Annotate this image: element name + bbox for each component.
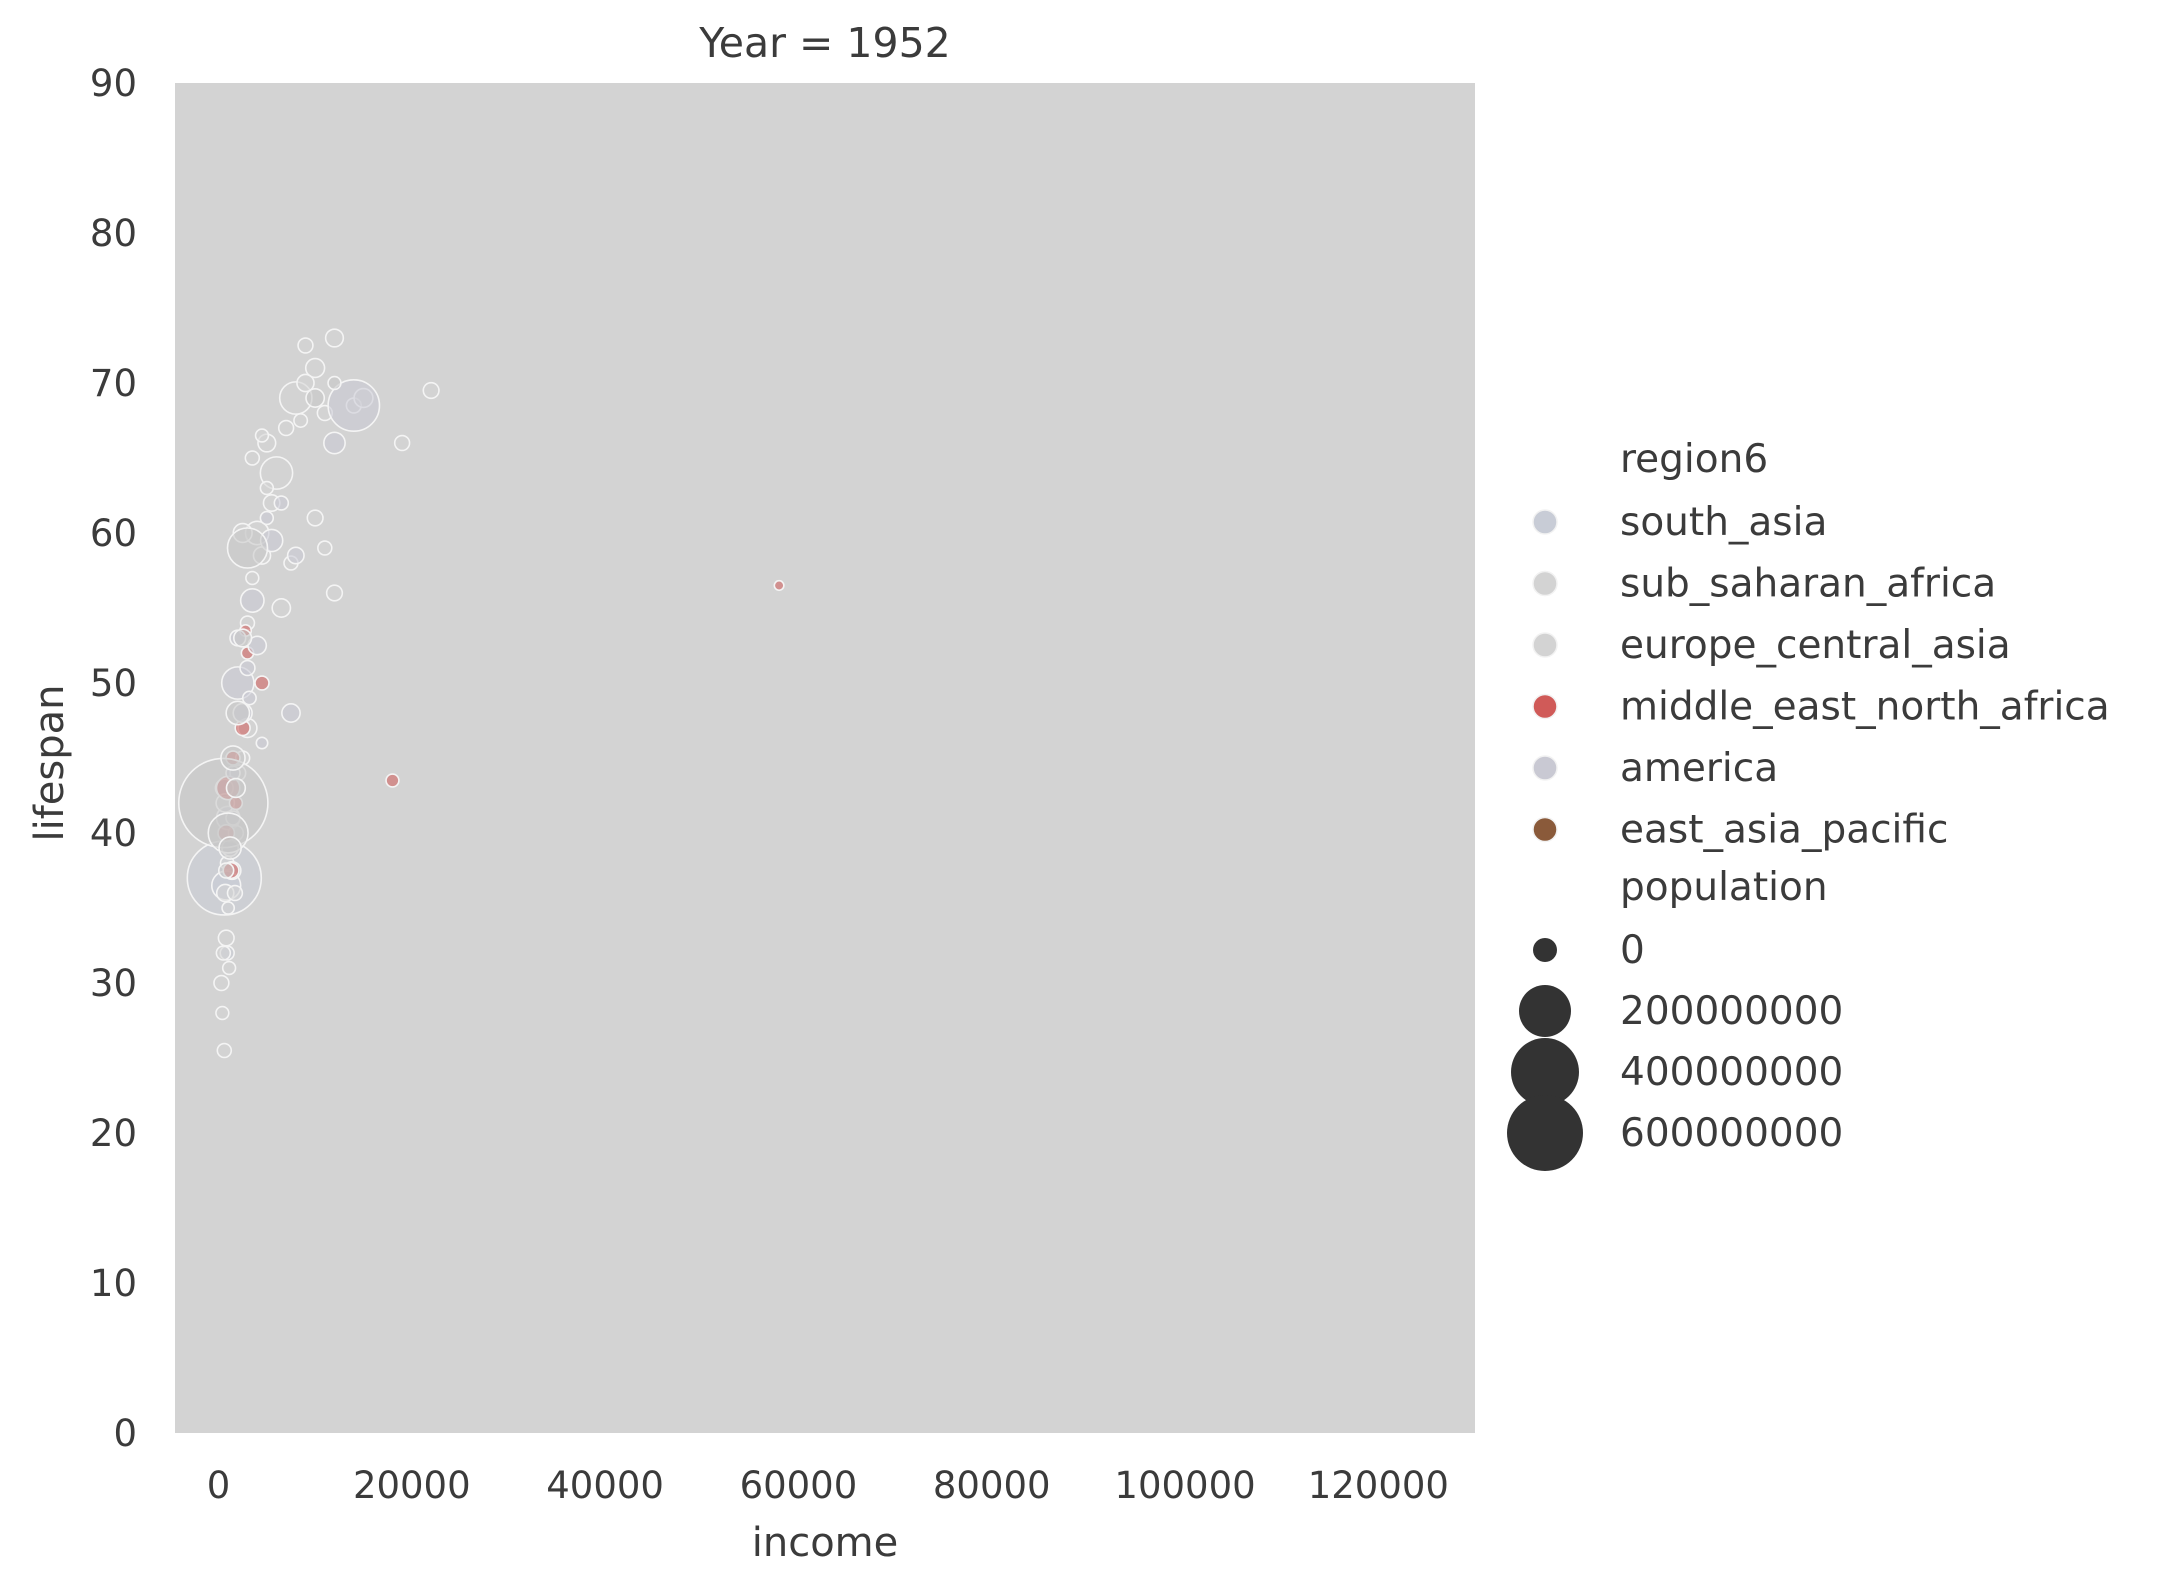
series-east-asia-pacific: [177, 375, 342, 879]
y-tick-label: 80: [90, 212, 137, 255]
data-point: [215, 945, 232, 961]
y-tick-label: 20: [90, 1112, 137, 1155]
color-legend-entries: south_asia sub_saharan_africa europe_centr…: [1532, 500, 2110, 853]
legend-color-label: america: [1620, 746, 1778, 791]
data-point: [297, 337, 314, 354]
x-tick-label: 100000: [1114, 1464, 1255, 1507]
data-point: [213, 974, 230, 992]
data-point: [226, 884, 244, 902]
x-tick-label: 0: [207, 1464, 231, 1507]
data-point: [259, 510, 275, 526]
data-point: [239, 659, 256, 677]
data-point: [215, 1005, 230, 1021]
legend-size-label: 200000000: [1620, 989, 1843, 1034]
y-tick-label: 70: [90, 362, 137, 405]
data-point: [221, 960, 237, 976]
legend-color-marker: [1532, 570, 1558, 597]
data-point: [244, 450, 261, 466]
x-tick-label: 80000: [933, 1464, 1051, 1507]
legend-color-marker: [1532, 755, 1558, 781]
y-axis-ticks: 0 10 20 30 40 50 60 70 80 90: [90, 62, 137, 1455]
data-point: [218, 836, 242, 860]
data-point: [277, 419, 295, 437]
data-point: [327, 379, 381, 432]
data-point: [273, 495, 290, 511]
series-america: [220, 379, 381, 781]
legend-color-marker: [1532, 632, 1558, 658]
data-point: [323, 431, 346, 455]
data-point: [254, 428, 270, 443]
data-point: [286, 546, 305, 565]
data-point: [226, 527, 269, 569]
data-point: [773, 579, 785, 592]
y-tick-label: 60: [90, 512, 137, 555]
data-point: [255, 736, 269, 750]
x-axis-ticks: 0 20000 40000 60000 80000 100000 120000: [207, 1464, 1449, 1507]
y-tick-label: 90: [90, 62, 137, 105]
legend-size-label: 0: [1620, 928, 1645, 973]
data-point: [306, 509, 324, 527]
data-point: [217, 862, 235, 879]
data-point: [324, 328, 345, 348]
data-point: [393, 434, 411, 452]
data-points: [177, 328, 785, 1059]
plot-area: [175, 83, 1475, 1433]
data-point: [216, 1042, 233, 1059]
size-legend-entries: 0 200000000 400000000 600000000: [1507, 928, 1843, 1171]
legend-size-label: 400000000: [1620, 1050, 1843, 1095]
legend-size-marker: [1511, 1038, 1579, 1106]
legend-color-label: south_asia: [1620, 500, 1827, 545]
data-point: [225, 777, 247, 799]
x-tick-label: 60000: [740, 1464, 858, 1507]
y-tick-label: 50: [90, 662, 137, 705]
y-tick-label: 0: [113, 1412, 137, 1455]
data-point: [239, 588, 265, 613]
x-axis-title: income: [752, 1520, 899, 1566]
data-point: [281, 703, 301, 723]
legend-color-marker: [1532, 816, 1558, 843]
x-tick-label: 20000: [353, 1464, 471, 1507]
legend-color-label: east_asia_pacific: [1620, 808, 1948, 853]
y-axis-title: lifespan: [27, 684, 73, 841]
legend-color-marker: [1532, 509, 1558, 535]
legend-size-marker: [1519, 985, 1571, 1037]
data-point: [254, 675, 270, 691]
data-point: [221, 901, 236, 915]
data-point: [241, 690, 257, 706]
data-point: [385, 773, 400, 788]
data-point: [217, 929, 235, 947]
legend-color-label: sub_saharan_africa: [1620, 562, 1996, 607]
data-point: [245, 570, 260, 586]
series-europe-central-asia: [232, 328, 440, 631]
legend: region6 south_asia sub_saharan_africaeuro…: [1507, 437, 2110, 1171]
x-tick-label: 40000: [546, 1464, 664, 1507]
data-point: [317, 540, 333, 556]
data-point: [305, 388, 326, 408]
data-point: [233, 628, 253, 648]
chart-title: Year = 1952: [698, 19, 951, 67]
data-point: [259, 480, 275, 496]
data-point: [220, 745, 246, 771]
legend-size-label: 600000000: [1620, 1111, 1843, 1156]
data-point: [304, 357, 326, 379]
legend-color-marker: [1532, 693, 1558, 720]
y-tick-label: 30: [90, 962, 137, 1005]
data-point: [325, 584, 344, 602]
legend-color-label: europe_central_asia: [1620, 623, 2011, 668]
legend-size-marker: [1507, 1095, 1583, 1171]
data-point: [271, 598, 292, 618]
size-legend-title: population: [1620, 865, 1828, 910]
color-legend-title: region6: [1620, 437, 1768, 482]
data-point: [296, 373, 315, 393]
x-tick-label: 120000: [1308, 1464, 1449, 1507]
y-tick-label: 40: [90, 812, 137, 855]
legend-color-label: middle_east_north_africa: [1620, 685, 2110, 730]
y-tick-label: 10: [90, 1262, 137, 1305]
data-point: [327, 375, 342, 391]
legend-size-marker: [1533, 938, 1557, 962]
data-point: [293, 412, 309, 429]
data-point: [422, 381, 440, 400]
data-point: [225, 700, 251, 726]
